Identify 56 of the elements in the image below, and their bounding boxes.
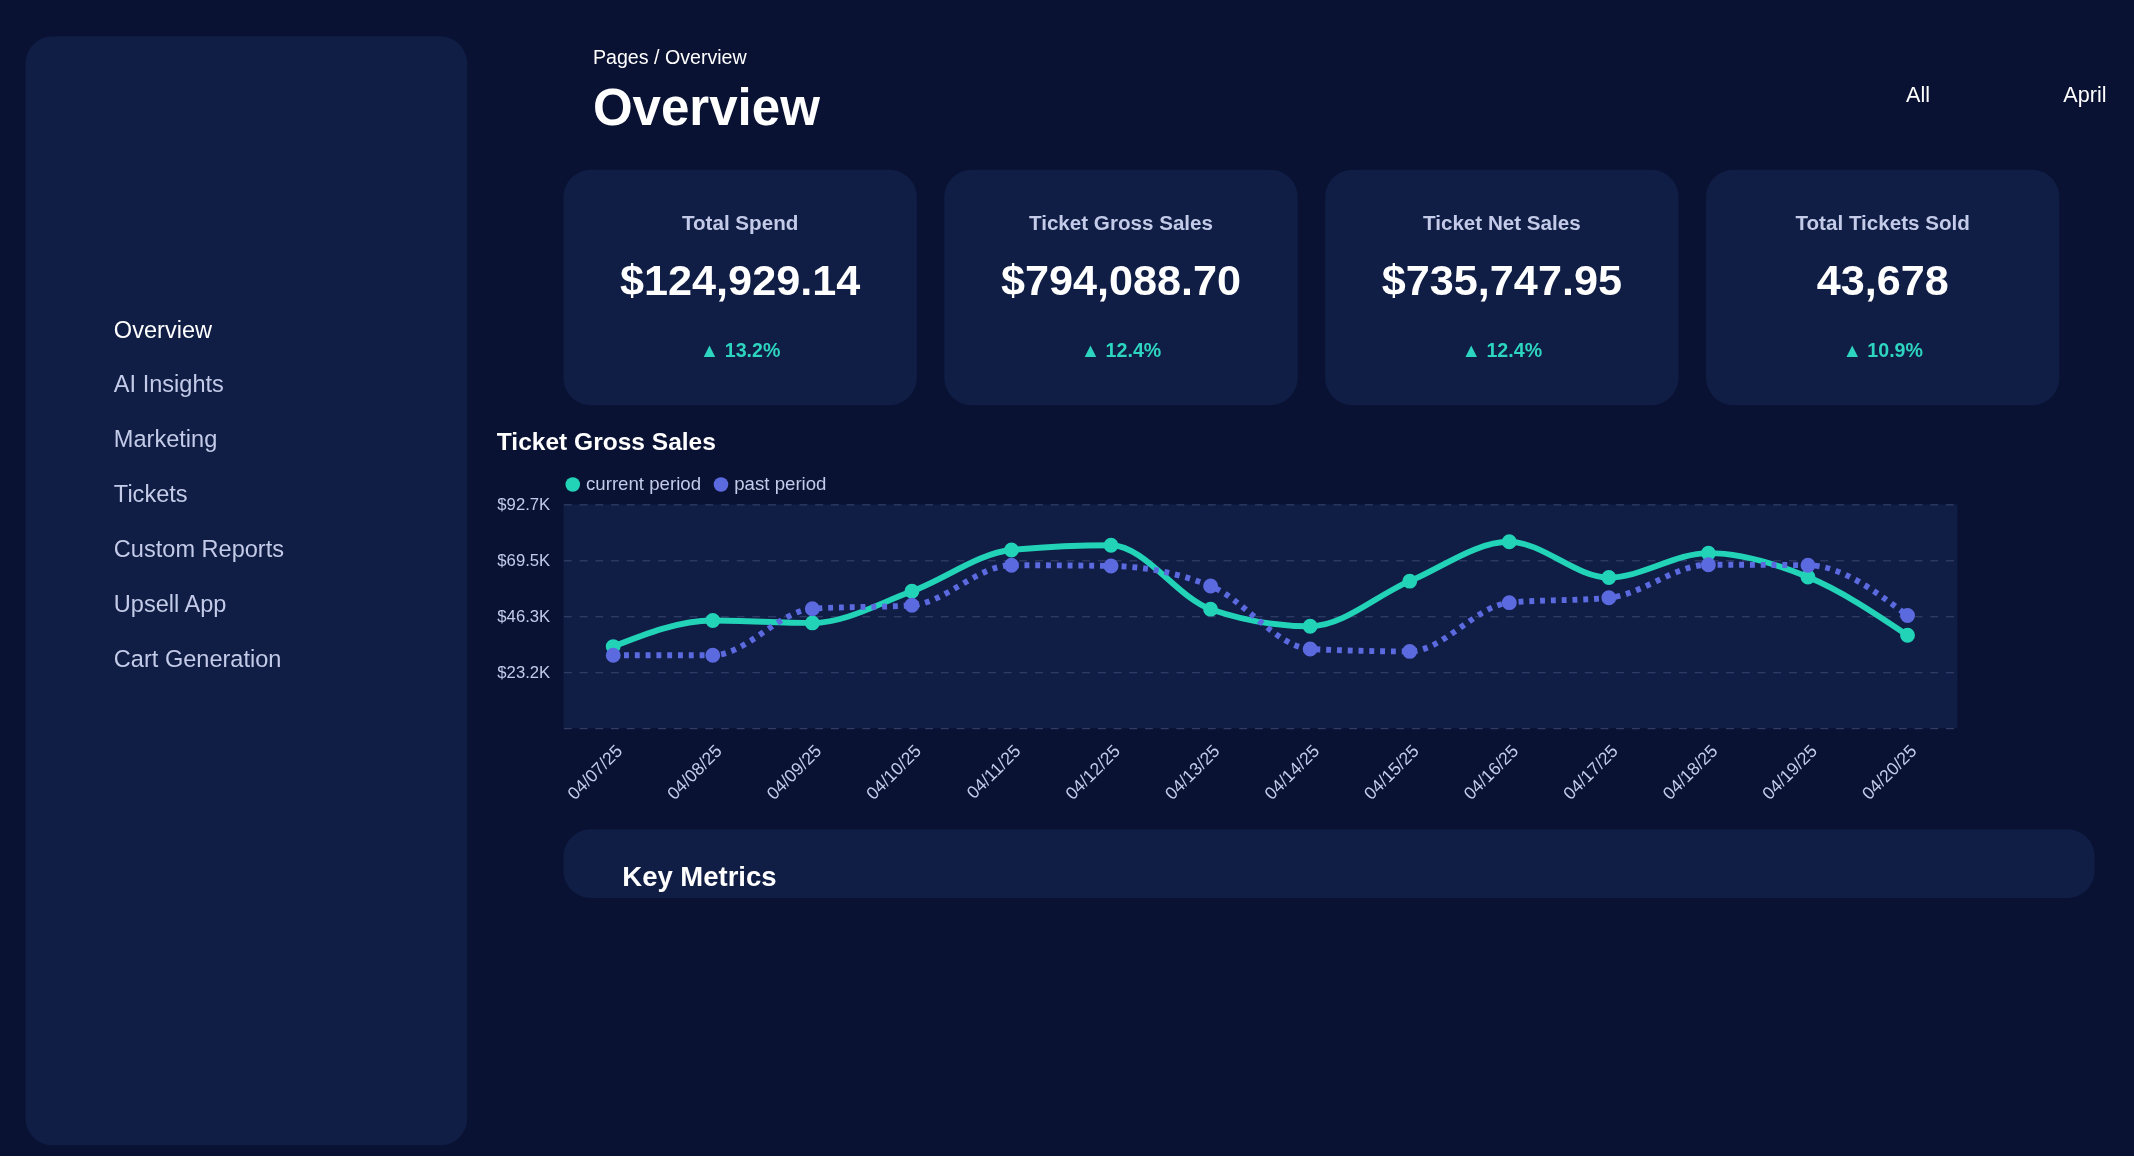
text: Overview (592, 79, 821, 137)
point (904, 597, 920, 613)
y-tick-label: $23.2K (497, 662, 551, 682)
point (1402, 643, 1418, 659)
point (705, 613, 721, 628)
text: $794,088.70 (1000, 256, 1242, 305)
point (1601, 570, 1617, 585)
point (1601, 590, 1617, 606)
point (1302, 618, 1318, 634)
point (804, 601, 820, 617)
point (1103, 558, 1119, 574)
point (904, 583, 920, 599)
text: Cart Generation (113, 646, 282, 673)
legend-label: past period (734, 473, 827, 495)
text: Key Metrics (622, 861, 777, 893)
text: ▲ 13.2% (699, 339, 781, 362)
text: Marketing (113, 426, 218, 453)
point (1103, 537, 1119, 553)
text: Pages / Overview (592, 45, 748, 68)
legend-label: current period (586, 473, 702, 495)
text: $735,747.95 (1381, 256, 1622, 305)
point (1900, 608, 1915, 623)
text: Tickets (113, 481, 188, 508)
y-tick-label: $46.3K (497, 606, 551, 626)
point (1501, 534, 1517, 550)
text: AI Insights (113, 371, 224, 398)
chart-title: Ticket Gross Sales (496, 428, 716, 456)
point (1203, 578, 1219, 594)
text: Overview (113, 316, 213, 343)
text: ▲ 12.4% (1080, 339, 1162, 362)
point (605, 647, 621, 663)
point (1800, 557, 1816, 573)
text: April (2063, 81, 2107, 107)
point (1302, 641, 1318, 657)
text: Ticket Net Sales (1422, 210, 1581, 234)
point (1004, 542, 1019, 558)
point (1501, 595, 1517, 611)
text: Total Tickets Sold (1795, 210, 1970, 234)
text: ▲ 10.9% (1842, 339, 1923, 362)
text: 43,678 (1816, 256, 1949, 305)
text: Ticket Gross Sales (1028, 210, 1214, 234)
point (1900, 627, 1915, 643)
point (1402, 573, 1418, 589)
y-tick-label: $69.5K (497, 550, 551, 570)
point (705, 647, 721, 663)
text: Total Spend (681, 210, 799, 234)
y-tick-label: $92.7K (497, 494, 551, 514)
point (1004, 557, 1019, 573)
text: $124,929.14 (620, 256, 861, 305)
text: Upsell App (113, 591, 227, 618)
point (804, 615, 820, 631)
text: All (1906, 81, 1931, 107)
text: Custom Reports (113, 536, 284, 563)
point (1700, 557, 1716, 573)
text: ▲ 12.4% (1461, 339, 1543, 362)
point (1203, 601, 1219, 617)
